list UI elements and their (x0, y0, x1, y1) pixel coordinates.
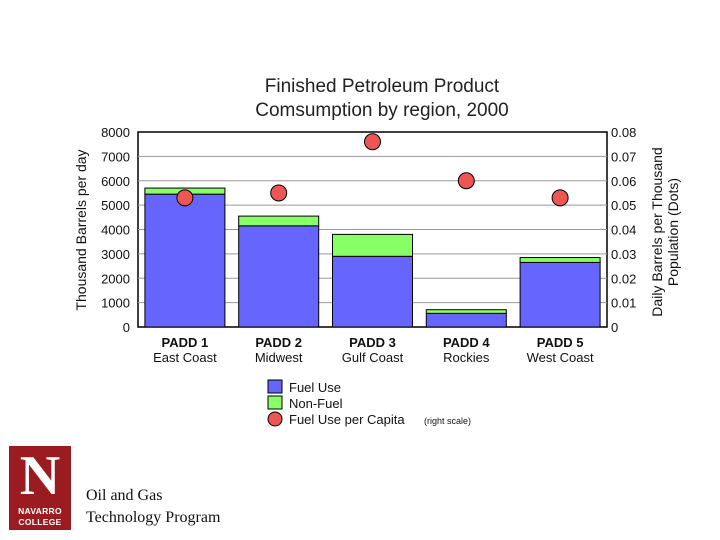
bar-fuel-use (238, 225, 320, 328)
category-region: Midwest (255, 350, 303, 365)
category-region: West Coast (527, 350, 594, 365)
y-tick-left: 8000 (101, 125, 130, 140)
category-name: PADD 3 (349, 335, 396, 350)
y-tick-right: 0.08 (611, 125, 636, 140)
legend-swatch-non-fuel (267, 395, 283, 410)
bar-non-fuel (238, 215, 320, 227)
bar-fuel-use (144, 193, 226, 328)
y-tick-right: 0 (611, 320, 618, 335)
category-name: PADD 4 (443, 335, 490, 350)
bar-fuel-use (519, 261, 601, 328)
navarro-college-logo: N NAVARRO COLLEGE (9, 446, 71, 530)
program-line-2: Technology Program (86, 509, 221, 526)
chart-title: Finished Petroleum Product Comsumption b… (255, 76, 508, 121)
program-line-1: Oil and Gas (86, 487, 163, 504)
y-tick-left: 5000 (101, 198, 130, 213)
y-tick-right: 0.03 (611, 247, 636, 262)
dot-fuel-use-per-capita (457, 172, 475, 190)
y-tick-right: 0.02 (611, 271, 636, 286)
legend-swatch-per-capita (267, 411, 283, 427)
y-tick-left: 3000 (101, 247, 130, 262)
legend-label-per-capita: Fuel Use per Capita (289, 412, 405, 427)
category-name: PADD 2 (255, 335, 302, 350)
y-axis-label-right-line-1: Daily Barrels per Thousand (649, 147, 665, 316)
left-axis-ticks: 0 1000 2000 3000 4000 5000 6000 7000 8000 (101, 125, 130, 335)
dot-fuel-use-per-capita (176, 189, 194, 207)
dot-fuel-use-per-capita (270, 184, 288, 202)
bars (144, 187, 601, 328)
y-axis-label-left: Thousand Barrels per day (73, 149, 89, 310)
category-region: East Coast (153, 350, 217, 365)
y-tick-left: 2000 (101, 271, 130, 286)
bar-fuel-use (332, 255, 413, 328)
legend-label-non-fuel: Non-Fuel (289, 396, 343, 411)
dot-fuel-use-per-capita (364, 133, 381, 151)
legend-swatch-fuel-use (267, 379, 283, 394)
right-axis-ticks: 0 0.01 0.02 0.03 0.04 0.05 0.06 0.07 0.08 (611, 125, 636, 335)
legend-note-right-scale: (right scale) (424, 416, 471, 426)
category-region: Gulf Coast (342, 350, 404, 365)
dot-fuel-use-per-capita (551, 189, 569, 207)
category-region: Rockies (443, 350, 490, 365)
y-tick-right: 0.07 (611, 149, 636, 164)
y-tick-right: 0.01 (611, 296, 636, 311)
y-tick-right: 0.04 (611, 223, 636, 238)
y-tick-right: 0.05 (611, 198, 636, 213)
y-tick-left: 4000 (101, 223, 130, 238)
category-name: PADD 5 (537, 335, 584, 350)
bar-non-fuel (519, 257, 601, 263)
chart-title-line-2: Comsumption by region, 2000 (255, 100, 508, 121)
y-tick-left: 1000 (101, 296, 130, 311)
y-tick-left: 7000 (101, 149, 130, 164)
bar-fuel-use (425, 312, 507, 328)
logo-line-2: COLLEGE (18, 517, 62, 527)
legend-label-fuel-use: Fuel Use (289, 380, 341, 395)
bar-non-fuel (425, 309, 507, 314)
logo-line-1: NAVARRO (18, 506, 62, 516)
y-tick-left: 0 (123, 320, 130, 335)
program-name: Oil and Gas Technology Program (86, 485, 220, 529)
bar-non-fuel (332, 233, 413, 257)
y-tick-right: 0.06 (611, 174, 636, 189)
chart-title-line-1: Finished Petroleum Product (265, 76, 500, 97)
per-capita-dots (176, 133, 569, 207)
y-axis-label-right-line-2: Population (Dots) (665, 178, 681, 286)
y-tick-left: 6000 (101, 174, 130, 189)
category-name: PADD 1 (162, 335, 209, 350)
logo-letter: N (19, 445, 61, 507)
